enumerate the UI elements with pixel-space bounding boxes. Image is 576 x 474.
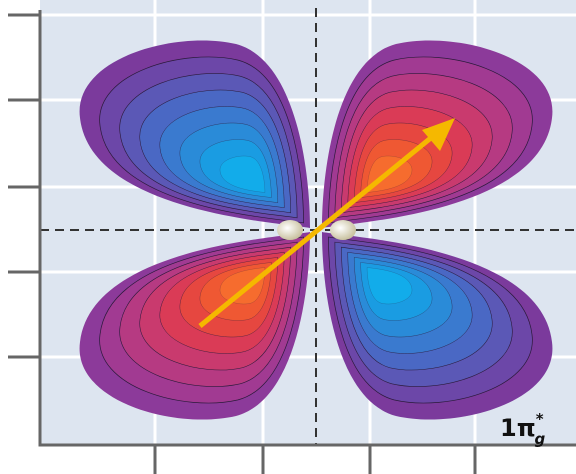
label-main: 1π <box>500 414 536 442</box>
nucleus <box>277 220 303 240</box>
nucleus <box>330 220 356 240</box>
label-subscript: g <box>535 430 546 448</box>
label-superscript: * <box>536 410 544 428</box>
orbital-diagram: 1π* g <box>0 0 576 474</box>
